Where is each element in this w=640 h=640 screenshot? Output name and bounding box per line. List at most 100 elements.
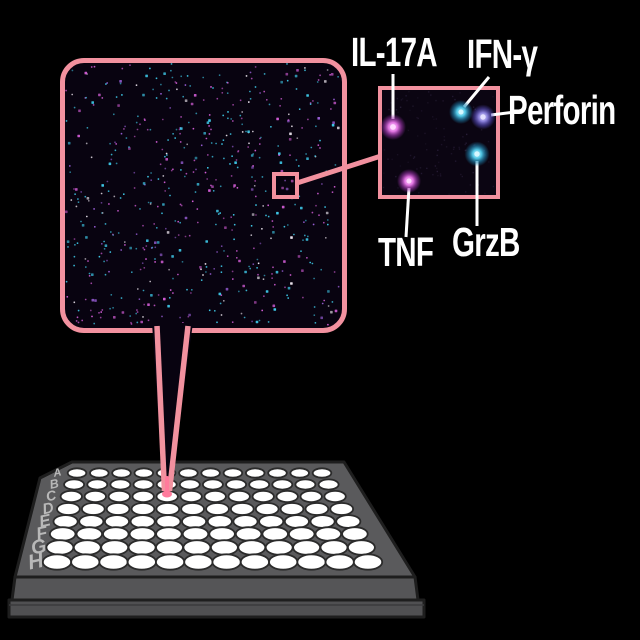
well	[203, 489, 227, 503]
label-perforin: Perforin	[508, 87, 616, 133]
well	[155, 489, 179, 503]
well	[283, 514, 310, 529]
well	[206, 514, 233, 529]
well	[78, 514, 105, 529]
well	[155, 502, 181, 516]
well	[239, 553, 270, 571]
well	[130, 502, 156, 516]
well	[56, 502, 81, 516]
well	[178, 467, 199, 479]
micrograph-panel	[60, 58, 347, 333]
well	[244, 467, 266, 479]
well	[261, 526, 289, 542]
well	[309, 514, 336, 529]
funnel-interior	[152, 323, 193, 489]
plate-row-label: B	[48, 476, 60, 492]
well	[264, 539, 294, 556]
well	[248, 478, 271, 491]
well	[52, 514, 79, 529]
label-il17a: IL-17A	[351, 29, 438, 75]
inset-noise-texture	[382, 91, 495, 195]
well	[268, 553, 299, 571]
well	[335, 514, 362, 529]
well	[209, 539, 239, 556]
well	[132, 478, 155, 491]
well	[279, 502, 305, 516]
well	[131, 489, 155, 503]
pointer-tip	[162, 490, 172, 498]
well	[182, 539, 212, 556]
plate-row-label: A	[51, 466, 62, 480]
well	[230, 502, 255, 516]
well	[205, 502, 230, 516]
well	[183, 553, 214, 571]
well	[126, 553, 157, 571]
well	[155, 478, 178, 491]
well	[346, 539, 376, 556]
well	[180, 502, 205, 516]
well	[232, 514, 259, 529]
funnel-right-wall	[166, 325, 191, 492]
well	[314, 526, 343, 542]
well	[254, 502, 280, 516]
well	[111, 467, 132, 479]
well	[41, 553, 73, 571]
well	[107, 489, 131, 503]
zoom-inset-panel	[378, 86, 500, 199]
well	[323, 489, 347, 503]
well	[324, 553, 355, 571]
well	[181, 526, 210, 542]
label-grzb: GrzB	[452, 219, 520, 265]
roi-marker	[272, 172, 299, 199]
well	[289, 467, 310, 479]
well	[181, 514, 208, 529]
well	[155, 539, 184, 556]
well-grid	[41, 467, 384, 571]
well	[89, 467, 110, 479]
well	[288, 526, 316, 542]
well	[251, 489, 275, 503]
plate-row-label: F	[34, 522, 50, 544]
well	[304, 502, 330, 516]
well	[227, 489, 251, 503]
well	[72, 539, 102, 556]
plate-body	[7, 460, 426, 619]
well	[178, 478, 201, 491]
well	[329, 502, 355, 516]
well	[70, 553, 101, 571]
well	[63, 478, 85, 491]
well	[225, 478, 248, 491]
well	[299, 489, 323, 503]
label-ifn-gamma: IFN-γ	[467, 31, 538, 77]
well	[59, 489, 83, 503]
well	[155, 526, 183, 542]
well	[341, 526, 369, 542]
well	[128, 526, 157, 542]
well	[155, 553, 186, 571]
well	[296, 553, 327, 571]
well	[45, 539, 75, 556]
well	[319, 539, 349, 556]
well	[294, 478, 317, 491]
well	[201, 478, 224, 491]
well	[208, 526, 236, 542]
well	[49, 526, 77, 542]
well	[66, 467, 88, 479]
plate-row-label: G	[29, 535, 48, 560]
well	[98, 553, 129, 571]
well	[100, 539, 130, 556]
fluorescent-spot-field	[65, 63, 340, 326]
well	[129, 514, 156, 529]
well	[267, 467, 288, 479]
well	[86, 478, 109, 491]
well	[292, 539, 322, 556]
well	[200, 467, 221, 479]
well	[179, 489, 203, 503]
well	[133, 467, 155, 479]
funnel-left-wall	[154, 325, 168, 492]
well	[222, 467, 244, 479]
well	[109, 478, 132, 491]
well	[104, 514, 131, 529]
plate-row-label: C	[44, 486, 58, 504]
